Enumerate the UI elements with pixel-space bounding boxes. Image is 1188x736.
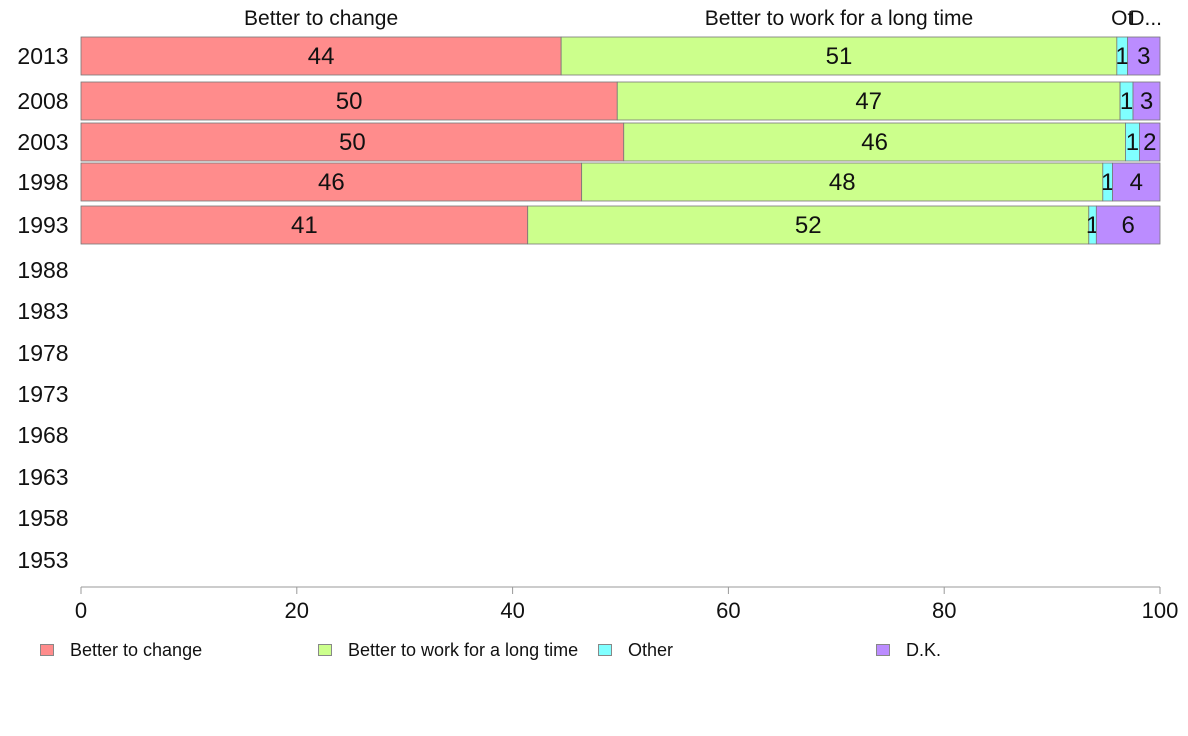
bar-segment	[1132, 81, 1161, 121]
x-tick-label: 0	[75, 598, 87, 623]
category-label: 1983	[17, 298, 68, 324]
category-label: 1978	[17, 340, 68, 366]
data-label: 46	[318, 169, 345, 196]
x-tick-label: 100	[1142, 598, 1179, 623]
category-label: 2003	[17, 129, 68, 155]
column-header: Better to change	[244, 7, 398, 30]
category-label: 2013	[17, 43, 68, 69]
bar-segment	[80, 205, 529, 245]
column-header: D...	[1129, 7, 1162, 30]
legend-label: D.K.	[906, 639, 942, 660]
legend-label: Better to work for a long time	[348, 639, 579, 660]
data-label: 50	[339, 129, 366, 156]
x-tick-label: 40	[500, 598, 524, 623]
bar-segment	[80, 81, 618, 121]
legend-swatch	[318, 644, 332, 656]
column-header: Ot	[1111, 7, 1133, 30]
category-label: 2008	[17, 88, 68, 114]
data-label: 3	[1140, 88, 1153, 115]
legend-item: Better to work for a long time	[318, 640, 578, 660]
data-label: 3	[1137, 43, 1150, 70]
x-tick-label: 60	[716, 598, 740, 623]
data-label: 47	[855, 88, 882, 115]
category-label: 1973	[17, 381, 68, 407]
bar-segment	[1112, 162, 1161, 202]
category-label: 1953	[17, 547, 68, 573]
data-label: 1	[1101, 169, 1114, 196]
bar-segment	[581, 162, 1104, 202]
column-header: Better to work for a long time	[705, 7, 973, 30]
data-label: 2	[1143, 129, 1156, 156]
bar-segment	[1095, 205, 1161, 245]
category-label: 1963	[17, 464, 68, 490]
data-label: 4	[1130, 169, 1143, 196]
category-label: 1958	[17, 505, 68, 531]
data-label: 51	[826, 43, 853, 70]
legend-swatch	[876, 644, 890, 656]
category-label: 1968	[17, 422, 68, 448]
data-label: 41	[291, 212, 318, 239]
bar-segment	[1127, 36, 1161, 76]
data-label: 1	[1120, 88, 1133, 115]
data-label: 48	[829, 169, 856, 196]
bar-segment	[80, 122, 625, 162]
legend-item: D.K.	[876, 640, 941, 660]
bar-segment	[616, 81, 1121, 121]
data-label: 6	[1121, 212, 1134, 239]
bar-segment	[560, 36, 1118, 76]
x-tick-label: 80	[932, 598, 956, 623]
legend-swatch	[598, 644, 612, 656]
legend-swatch	[40, 644, 54, 656]
legend-item: Better to change	[40, 640, 202, 660]
data-label: 52	[795, 212, 822, 239]
data-label: 1	[1116, 43, 1129, 70]
x-tick-label: 20	[285, 598, 309, 623]
category-label: 1993	[17, 212, 68, 238]
legend-label: Other	[628, 639, 674, 660]
data-label: 46	[861, 129, 888, 156]
data-label: 1	[1126, 129, 1139, 156]
data-label: 44	[308, 43, 335, 70]
bar-segment	[527, 205, 1090, 245]
legend-label: Better to change	[70, 639, 203, 660]
category-label: 1988	[17, 257, 68, 283]
data-label: 50	[336, 88, 363, 115]
bar-segment	[1139, 122, 1161, 162]
category-label: 1998	[17, 169, 68, 195]
data-label: 1	[1086, 212, 1099, 239]
bar-segment	[623, 122, 1126, 162]
legend-item: Other	[598, 640, 673, 660]
